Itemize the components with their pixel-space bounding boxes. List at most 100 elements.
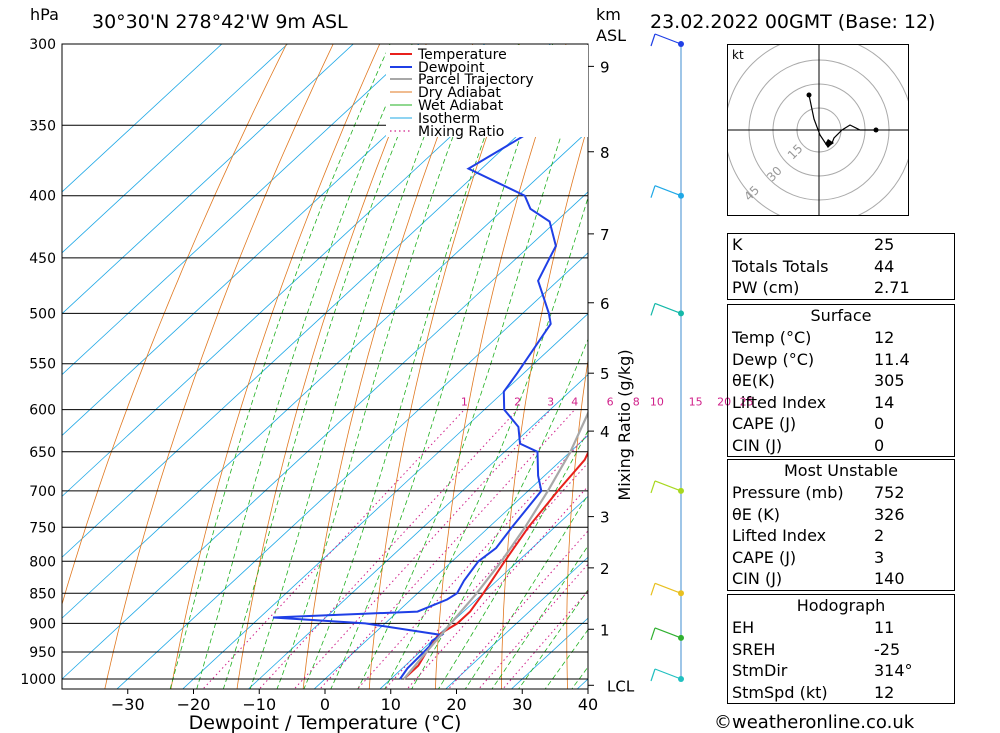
wind-barb-flag — [650, 480, 656, 494]
surface-row: Temp (°C) 12 — [732, 328, 895, 347]
pressure-tick-label: 900 — [29, 616, 56, 632]
isotherm-line — [62, 69, 588, 558]
date-title: 23.02.2022 00GMT (Base: 12) — [650, 11, 935, 33]
hodograph-table: Hodograph EH 11 SREH -25 StmDir 314° StmSpd… — [727, 594, 955, 704]
isotherm-line — [116, 252, 588, 689]
plot-frame — [61, 43, 589, 690]
mixing-ratio-label: 10 — [650, 396, 664, 409]
wind-barb-flag — [650, 303, 656, 316]
hodograph-title: Hodograph — [796, 596, 886, 615]
hodograph-point — [873, 127, 879, 133]
isotherm-line — [62, 44, 223, 193]
isotherm-line — [247, 374, 588, 689]
wind-barb — [654, 185, 682, 197]
legend-parcel: Parcel Trajectory — [418, 72, 534, 88]
storm-motion-marker — [825, 139, 834, 147]
temperature-tick-label: 30 — [512, 695, 532, 714]
mixing-ratio-line — [319, 409, 576, 689]
isotherm-line — [445, 556, 588, 689]
wet-adiabat-line — [169, 44, 391, 689]
wind-barb — [654, 627, 682, 639]
legend-wet-adiabat: Wet Adiabat — [418, 98, 504, 114]
isotherm-line — [62, 44, 289, 254]
isotherm-line — [62, 130, 588, 619]
mixing-ratio-line — [356, 433, 588, 689]
isotherm-line — [379, 495, 588, 689]
dry-adiabat-line — [104, 44, 334, 689]
surface-table: Surface Temp (°C) 12 Dewp (°C) 11.4 θE(K) 3… — [727, 304, 955, 457]
location-title: 30°30'N 278°42'W 9m ASL — [92, 11, 348, 33]
wet-adiabat-line — [544, 629, 588, 689]
mixing-ratio-label: 1 — [461, 396, 468, 409]
wind-barb-flag — [650, 185, 656, 198]
legend-dry-adiabat: Dry Adiabat — [418, 85, 501, 101]
most-unstable-table: Most Unstable Pressure (mb) 752 θE (K) 326… — [727, 459, 955, 591]
x-axis-label: Dewpoint / Temperature (°C) — [189, 712, 462, 733]
asl-unit: ASL — [596, 26, 626, 45]
wind-barb — [654, 33, 682, 45]
pressure-tick-label: 600 — [29, 403, 56, 419]
pressure-tick-label: 1000 — [20, 672, 56, 688]
mixing-ratio-label: 3 — [547, 396, 554, 409]
pressure-tick-label: 500 — [29, 306, 56, 322]
index-row: Totals Totals 44 — [732, 256, 895, 276]
km-tick-label: 3 — [600, 509, 610, 527]
mixing-ratio-label: 2 — [514, 396, 521, 409]
dry-adiabat-line — [630, 0, 734, 705]
mixing-ratio-line — [202, 409, 465, 689]
mixing-ratio-label: 4 — [571, 396, 578, 409]
hodograph-ring-30: 30 — [764, 164, 785, 185]
mixing-ratio-line — [293, 409, 551, 689]
legend: Temperature Dewpoint Parcel Trajectory D… — [386, 45, 588, 140]
pressure-tick-label: 450 — [29, 251, 56, 267]
temperature-tick-label: 10 — [381, 695, 401, 714]
dry-adiabat-line — [62, 44, 288, 606]
most-unstable-row: Lifted Index 2 — [732, 526, 885, 545]
hodograph-row: StmSpd (kt) 12 — [732, 682, 895, 702]
indices-table: K 25 Totals Totals 44 PW (cm) 2.71 — [727, 233, 955, 300]
wind-barb — [654, 302, 682, 314]
copyright: ©weatheronline.co.uk — [714, 712, 915, 733]
legend-isotherm: Isotherm — [418, 111, 480, 127]
mixing-ratio-label: 15 — [689, 396, 703, 409]
km-axis: 9 8 7 6 5 4 3 2 1 LCL — [588, 58, 635, 695]
km-unit: km — [596, 5, 621, 24]
most-unstable-title: Most Unstable — [784, 461, 898, 480]
surface-row: Dewp (°C) 11.4 — [732, 349, 910, 369]
wet-adiabat-line — [437, 429, 588, 689]
pressure-tick-label: 700 — [29, 484, 56, 500]
mixing-ratio-axis-label: Mixing Ratio (g/kg) — [615, 349, 634, 500]
km-tick-label: LCL — [607, 677, 635, 695]
pressure-tick-label: 650 — [29, 445, 56, 461]
temperature-tick-label: 0 — [320, 695, 330, 714]
hodograph-row: SREH -25 — [732, 639, 901, 659]
hodograph-unit: kt — [732, 48, 744, 62]
surface-row: Lifted Index 14 — [732, 392, 895, 412]
hpa-unit: hPa — [30, 5, 59, 24]
isotherm-line — [313, 434, 588, 689]
surface-title: Surface — [810, 306, 872, 325]
km-tick-label: 5 — [600, 365, 610, 383]
series-temperature — [403, 450, 588, 680]
km-tick-label: 4 — [600, 423, 610, 441]
legend-mixing-ratio: Mixing Ratio — [418, 124, 504, 140]
profile-series — [272, 92, 588, 680]
mixing-ratio-line — [447, 530, 588, 689]
wind-profile — [650, 33, 684, 682]
wind-barb-flag — [650, 583, 656, 596]
pressure-tick-label: 950 — [29, 645, 56, 661]
pressure-tick-label: 750 — [29, 520, 56, 536]
km-tick-label: 8 — [600, 144, 610, 162]
wet-adiabat-line — [222, 44, 437, 689]
temperature-tick-label: −30 — [111, 695, 145, 714]
most-unstable-row: CAPE (J) 3 — [732, 547, 885, 567]
legend-dewpoint: Dewpoint — [418, 60, 485, 76]
km-tick-label: 7 — [600, 226, 610, 244]
surface-row: CIN (J) 0 — [732, 435, 885, 455]
km-tick-label: 2 — [600, 560, 610, 578]
isotherm-line — [62, 191, 588, 680]
wind-barb — [654, 668, 682, 680]
temperature-tick-label: −10 — [242, 695, 276, 714]
legend-temperature: Temperature — [417, 47, 507, 63]
pressure-grid — [62, 43, 589, 694]
